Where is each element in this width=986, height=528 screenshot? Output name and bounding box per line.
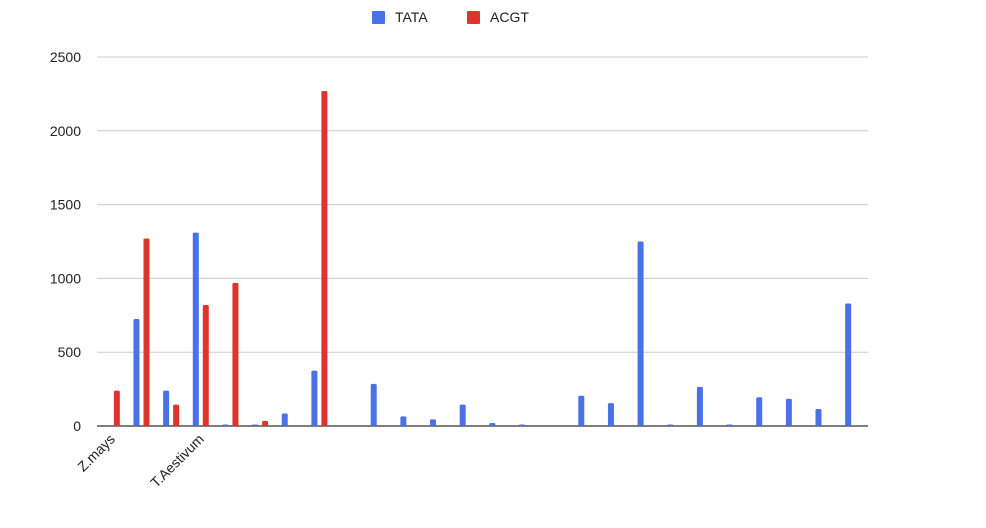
bar-tata	[222, 424, 229, 426]
bar-tata	[518, 424, 525, 426]
bar-tata	[400, 416, 407, 426]
bar-tata	[252, 424, 259, 426]
legend-swatch-acgt	[467, 10, 480, 24]
y-tick-label: 0	[73, 418, 81, 434]
bar-tata	[459, 404, 466, 426]
y-tick-label: 2500	[50, 49, 81, 65]
bar-tata	[756, 397, 763, 426]
gridlines	[97, 56, 868, 427]
bar-tata	[133, 318, 140, 426]
bar-acgt	[143, 238, 150, 426]
bar-tata	[785, 398, 792, 426]
y-tick-label: 500	[58, 344, 82, 360]
bar-tata	[726, 424, 733, 426]
bar-tata	[311, 370, 318, 426]
bar-tata	[667, 424, 674, 426]
bar-tata	[192, 232, 199, 426]
y-tick-label: 2000	[50, 123, 81, 139]
bar-tata	[845, 303, 852, 426]
bar-acgt	[321, 90, 328, 426]
y-tick-label: 1000	[50, 270, 81, 286]
bar-acgt	[173, 404, 180, 426]
bar-tata	[281, 413, 288, 426]
bar-tata	[637, 241, 644, 426]
bar-acgt	[202, 304, 209, 426]
legend-label-tata: TATA	[395, 9, 428, 25]
bar-acgt	[113, 390, 120, 426]
y-axis-ticks: 0 500 1000 1500 2000 2500	[50, 49, 81, 434]
bar-tata	[815, 409, 822, 426]
legend-label-acgt: ACGT	[490, 9, 529, 25]
legend: TATA ACGT	[0, 9, 986, 31]
bar-tata	[370, 383, 377, 426]
bar-acgt	[262, 420, 269, 426]
legend-item-acgt[interactable]: ACGT	[467, 9, 529, 25]
bar-acgt	[232, 282, 239, 426]
bar-tata	[696, 386, 703, 426]
bar-tata	[430, 419, 437, 426]
bar-tata	[163, 390, 170, 426]
bar-tata	[578, 395, 585, 426]
bar-tata	[489, 423, 496, 426]
x-tick-label: Z.mays	[74, 431, 118, 475]
bars	[113, 90, 852, 426]
x-axis-ticks: Z.mays T.Aestivum	[74, 431, 207, 491]
y-tick-label: 1500	[50, 197, 81, 213]
legend-item-tata[interactable]: TATA	[372, 9, 428, 25]
x-tick-label: T.Aestivum	[147, 431, 207, 491]
bar-tata	[607, 403, 614, 426]
legend-swatch-tata	[372, 10, 385, 24]
